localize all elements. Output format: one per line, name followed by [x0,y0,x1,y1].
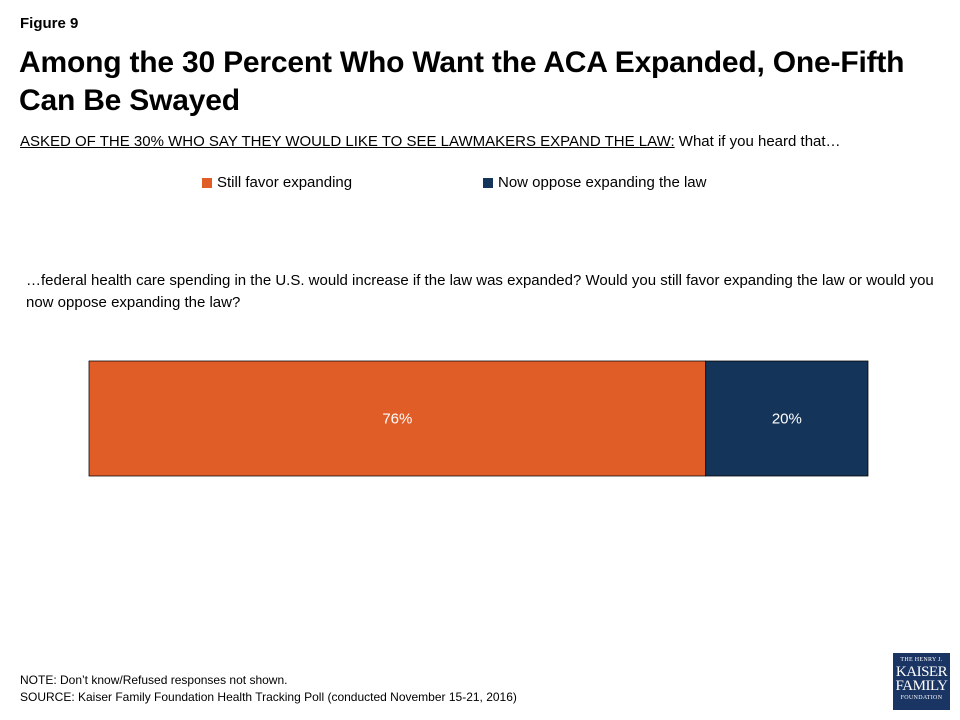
subtitle-underlined: ASKED OF THE 30% WHO SAY THEY WOULD LIKE… [20,133,675,150]
bar-group: 76% 20% [88,360,869,477]
legend-swatch-favor [202,177,212,188]
footnote: NOTE: Don’t know/Refused responses not s… [20,672,517,706]
legend-label-oppose: Now oppose expanding the law [498,174,707,191]
legend-item-favor: Still favor expanding [202,174,352,191]
data-label-favor: 76% [382,411,412,428]
source-text: SOURCE: Kaiser Family Foundation Health … [20,690,517,704]
question-text: …federal health care spending in the U.S… [26,272,934,311]
bar-segment-oppose [705,360,869,477]
kff-logo: THE HENRY J. KAISER FAMILY FOUNDATION [893,653,950,710]
note-text: NOTE: Don’t know/Refused responses not s… [20,673,288,687]
legend-label-favor: Still favor expanding [217,174,353,191]
figure-label: Figure 9 [20,15,79,32]
bar-segment-favor [88,360,707,477]
legend: Still favor expanding Now oppose expandi… [0,174,960,194]
chart-subtitle: ASKED OF THE 30% WHO SAY THEY WOULD LIKE… [20,133,841,150]
chart-title: Among the 30 Percent Who Want the ACA Ex… [19,46,905,117]
legend-swatch-oppose [483,177,493,188]
subtitle-rest: What if you heard that… [674,133,841,150]
legend-item-oppose: Now oppose expanding the law [483,174,706,191]
data-label-oppose: 20% [772,411,802,428]
